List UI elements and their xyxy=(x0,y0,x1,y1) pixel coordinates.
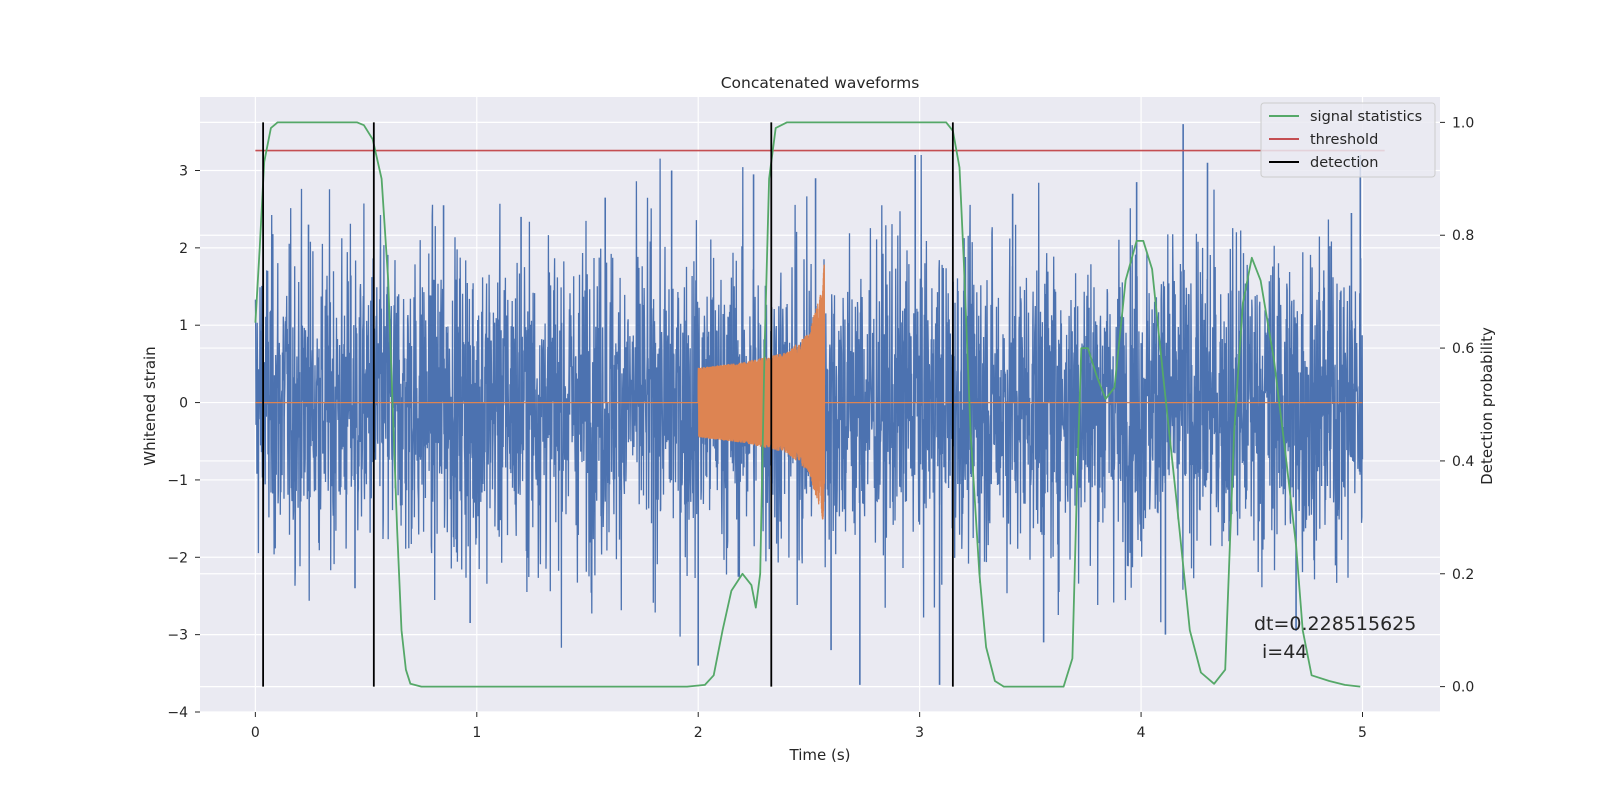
y-tick-label-left: −4 xyxy=(167,705,188,721)
y-tick-label-left: 0 xyxy=(179,396,188,412)
y-tick-label-left: −2 xyxy=(167,550,188,566)
y-tick-label-right: 1.0 xyxy=(1452,115,1474,131)
signal-statistics-line xyxy=(254,121,1361,688)
x-tick-label: 2 xyxy=(694,725,703,741)
series-layer xyxy=(254,121,1385,688)
y-tick-label-left: 2 xyxy=(179,241,188,257)
y-tick-label-left: 1 xyxy=(179,318,188,334)
y-tick-label-left: −1 xyxy=(167,473,188,489)
y-tick-label-right: 0.0 xyxy=(1452,680,1474,696)
y-tick-label-right: 0.2 xyxy=(1452,567,1474,583)
legend-label-detection: detection xyxy=(1310,155,1378,171)
y-tick-label-left: −3 xyxy=(167,628,188,644)
legend-label-threshold: threshold xyxy=(1310,132,1378,148)
x-tick-label: 5 xyxy=(1358,725,1367,741)
y-tick-label-right: 0.6 xyxy=(1452,341,1474,357)
x-axis-label: Time (s) xyxy=(789,746,851,764)
legend-label-signal-statistics: signal statistics xyxy=(1310,109,1422,125)
x-axis-ticks: 0 1 2 3 4 5 xyxy=(251,712,1367,741)
annotation-i: i=44 xyxy=(1262,641,1307,663)
y-axis-label-left: Whitened strain xyxy=(141,346,159,465)
y-tick-label-right: 0.4 xyxy=(1452,454,1474,470)
left-axis-ticks: −4 −3 −2 −1 0 1 2 3 xyxy=(167,163,200,721)
legend: signal statistics threshold detection xyxy=(1260,102,1436,178)
chart-title: Concatenated waveforms xyxy=(721,74,920,92)
y-tick-label-left: 3 xyxy=(179,163,188,179)
x-tick-label: 0 xyxy=(251,725,260,741)
x-tick-label: 3 xyxy=(915,725,924,741)
right-axis-ticks: 0.0 0.2 0.4 0.6 0.8 1.0 xyxy=(1440,115,1474,696)
y-tick-label-right: 0.8 xyxy=(1452,228,1474,244)
x-tick-label: 1 xyxy=(472,725,481,741)
chirp-waveform-line xyxy=(255,264,1363,520)
y-axis-label-right: Detection probability xyxy=(1478,327,1496,485)
x-tick-label: 4 xyxy=(1137,725,1146,741)
annotation-dt: dt=0.228515625 xyxy=(1254,613,1416,635)
legend-box xyxy=(1260,102,1436,178)
